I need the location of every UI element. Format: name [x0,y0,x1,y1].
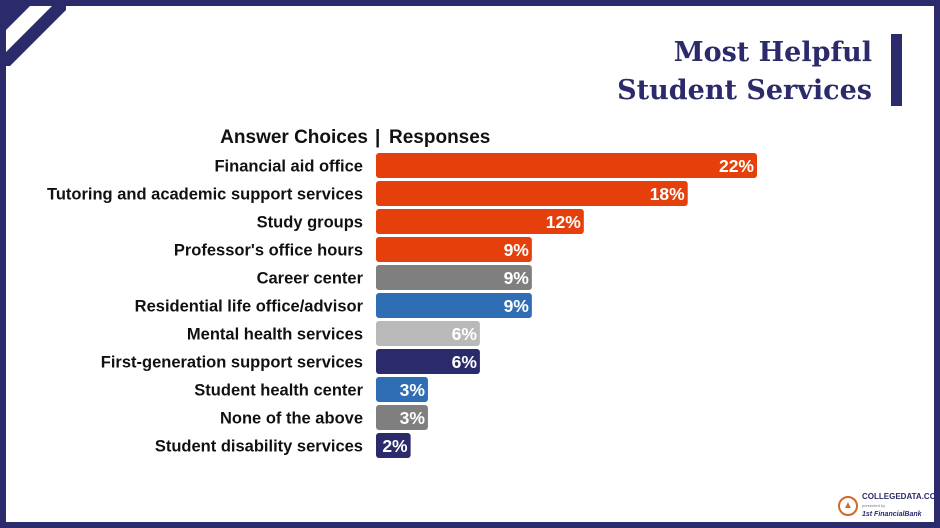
category-label: Career center [257,270,364,288]
answer-choices-header: Answer Choices [220,127,368,148]
bar [376,377,428,402]
corner-stripes-decoration [6,6,66,66]
slide-frame: Most Helpful Student Services Answer Cho… [6,6,934,522]
bar [376,265,532,290]
category-label: Student health center [194,382,363,400]
title-accent-bar [891,34,902,106]
category-label: Financial aid office [214,158,363,176]
responses-header: Responses [389,127,491,148]
logo-name: COLLEGEDATA.COM [862,492,934,501]
data-label: 3% [400,408,426,428]
chart-title-line-2: Student Services [617,75,872,106]
collegedata-logo: ▲ COLLEGEDATA.COM presented by 1st Finan… [838,492,934,519]
bar [376,209,584,234]
bar [376,433,411,458]
bar [376,293,532,318]
bar [376,237,532,262]
category-label: First-generation support services [101,354,363,372]
logo-tagline: presented by [862,503,886,508]
logo-badge-icon: ▲ [838,495,858,516]
category-label: Student disability services [155,438,363,456]
bar [376,321,480,346]
bar [376,349,480,374]
bar-chart: Financial aid office 22% Tutoring and acad… [47,153,757,458]
data-label: 3% [400,380,426,400]
data-label: 6% [452,352,478,372]
data-label: 2% [382,436,408,456]
logo-sponsor: 1st FinancialBank [862,511,922,518]
bar [376,405,428,430]
category-label: Tutoring and academic support services [47,186,363,204]
data-label: 18% [650,184,685,204]
data-label: 9% [504,268,530,288]
category-label: Study groups [257,214,363,232]
header-separator: | [375,127,381,148]
data-label: 6% [452,324,478,344]
data-label: 22% [719,156,754,176]
category-label: Residential life office/advisor [135,298,364,316]
category-label: None of the above [220,410,363,428]
data-label: 9% [504,296,530,316]
data-label: 12% [546,212,581,232]
bar [376,153,757,178]
category-label: Mental health services [187,326,363,344]
chart-title: Most Helpful Student Services [617,34,872,110]
chart-title-line-1: Most Helpful [673,37,872,68]
data-label: 9% [504,240,530,260]
category-label: Professor's office hours [174,242,363,260]
bar [376,181,688,206]
